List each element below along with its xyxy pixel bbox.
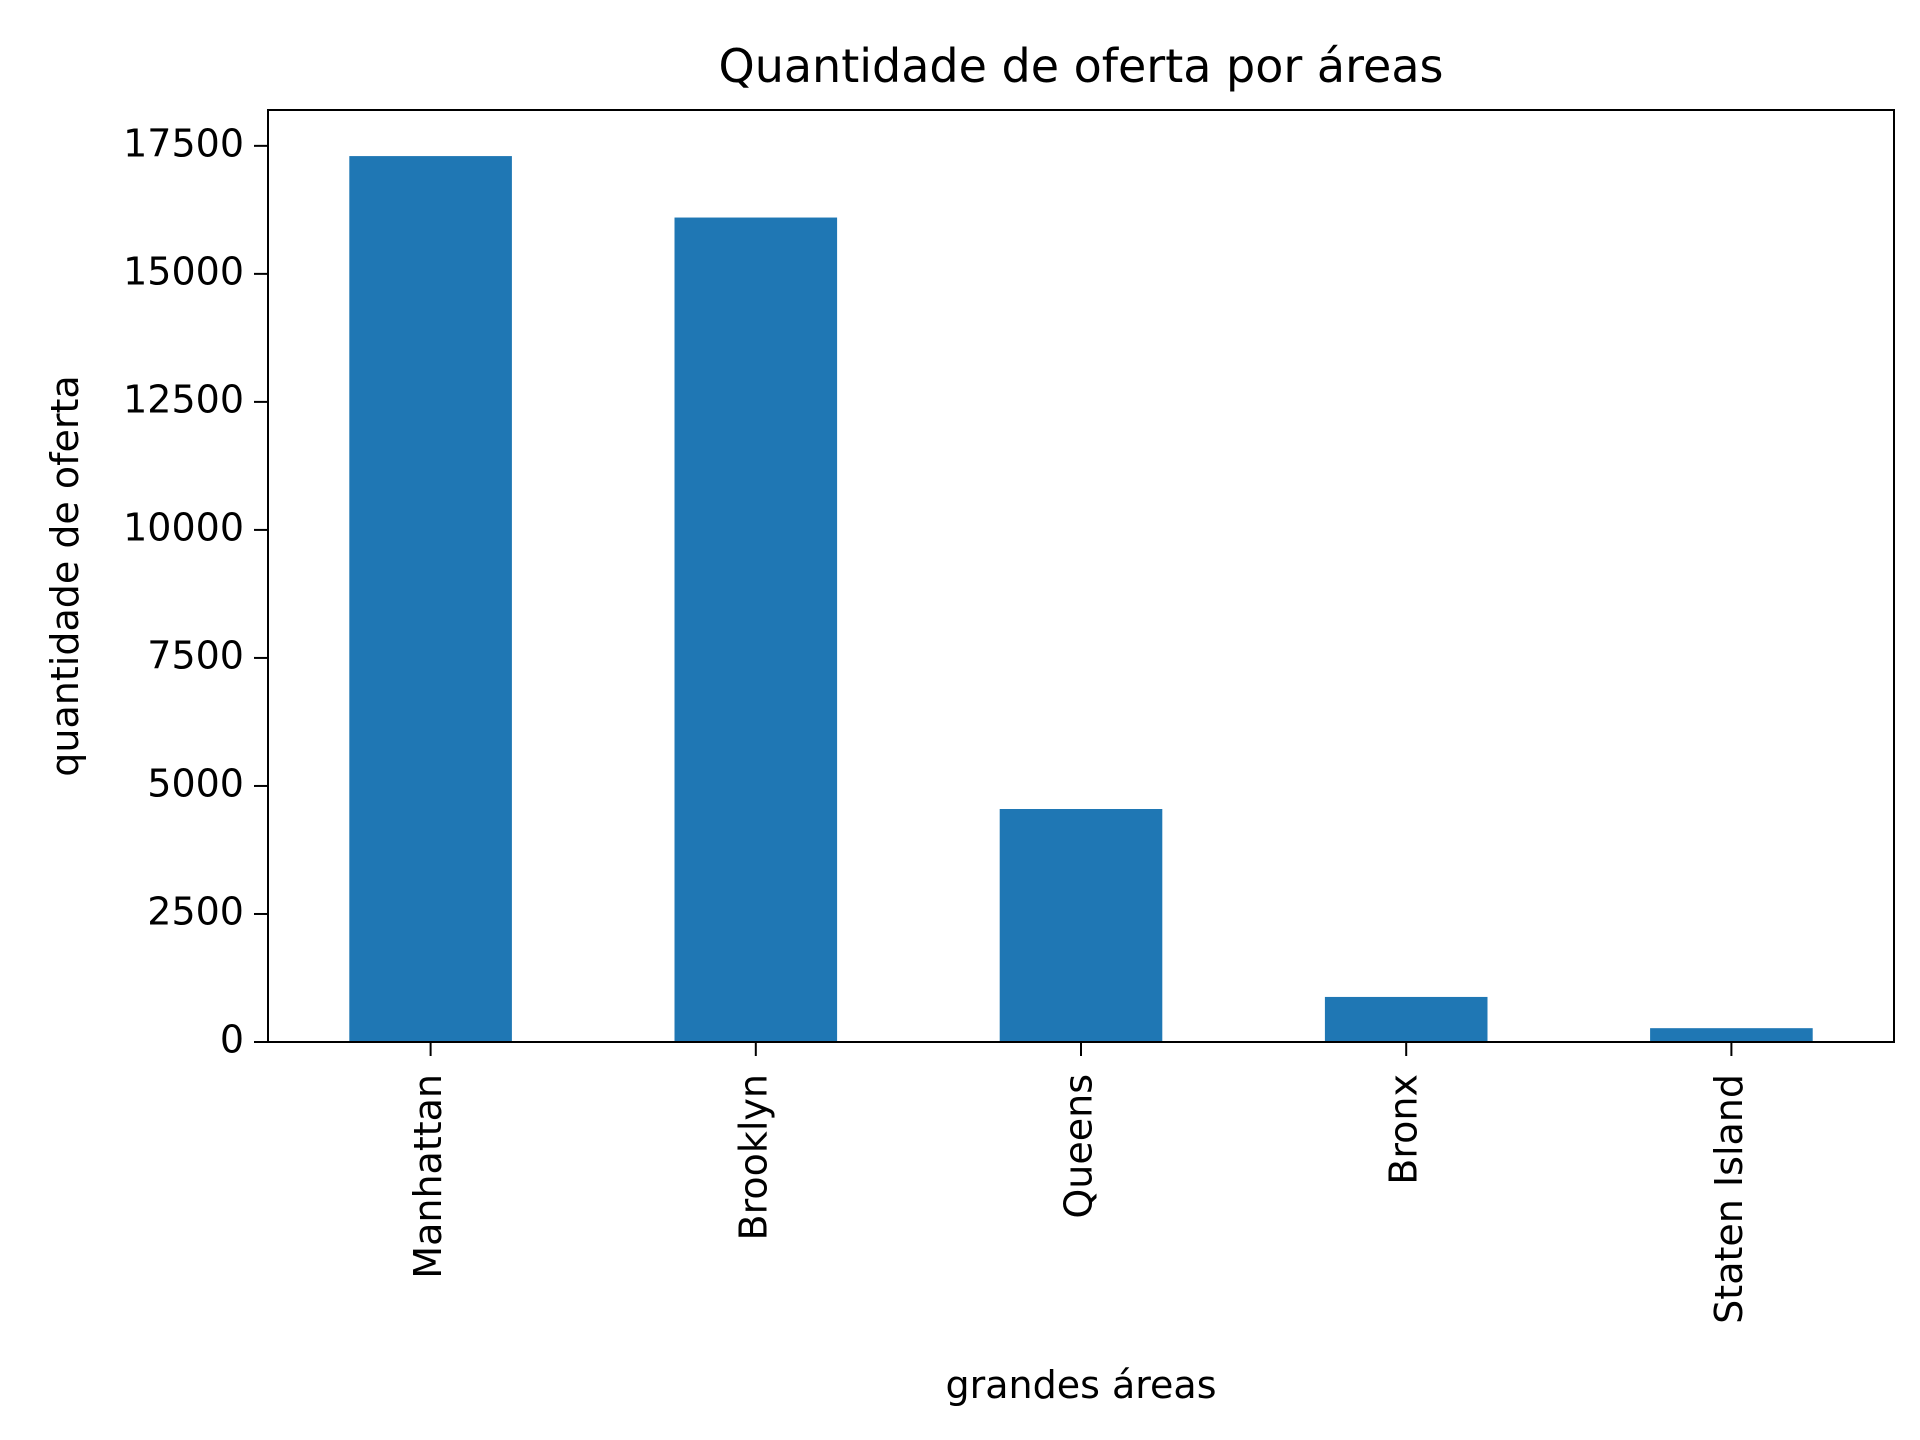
x-axis-label: grandes áreas bbox=[945, 1363, 1216, 1407]
y-tick-label: 2500 bbox=[147, 889, 244, 933]
y-tick-label: 12500 bbox=[123, 377, 244, 421]
bar-brooklyn bbox=[674, 217, 838, 1043]
x-tick-label: Brooklyn bbox=[731, 1074, 775, 1241]
bar-queens bbox=[999, 809, 1163, 1042]
y-axis-ticks: 0 2500 5000 7500 10000 12500 15000 17500 bbox=[123, 121, 268, 1062]
chart-title: Quantidade de oferta por áreas bbox=[719, 39, 1444, 93]
bar-bronx bbox=[1324, 996, 1488, 1042]
x-tick-label: Staten Island bbox=[1707, 1074, 1751, 1324]
bar-staten-island bbox=[1650, 1028, 1813, 1042]
x-tick-label: Queens bbox=[1057, 1074, 1101, 1219]
y-tick-label: 10000 bbox=[123, 505, 244, 549]
y-tick-label: 7500 bbox=[147, 633, 244, 677]
y-tick-label: 0 bbox=[220, 1018, 244, 1062]
x-axis-ticks: Manhattan Brooklyn Queens Bronx Staten Islan… bbox=[406, 1042, 1751, 1324]
plot-frame bbox=[267, 109, 1895, 1043]
y-tick-label: 5000 bbox=[147, 761, 244, 805]
y-axis-label: quantidade de oferta bbox=[43, 375, 87, 776]
y-tick-label: 15000 bbox=[123, 249, 244, 293]
bar-manhattan bbox=[349, 156, 512, 1043]
x-tick-label: Bronx bbox=[1382, 1074, 1426, 1185]
bars-group bbox=[349, 156, 1813, 1043]
y-tick-label: 17500 bbox=[123, 121, 244, 165]
x-tick-label: Manhattan bbox=[406, 1074, 450, 1279]
